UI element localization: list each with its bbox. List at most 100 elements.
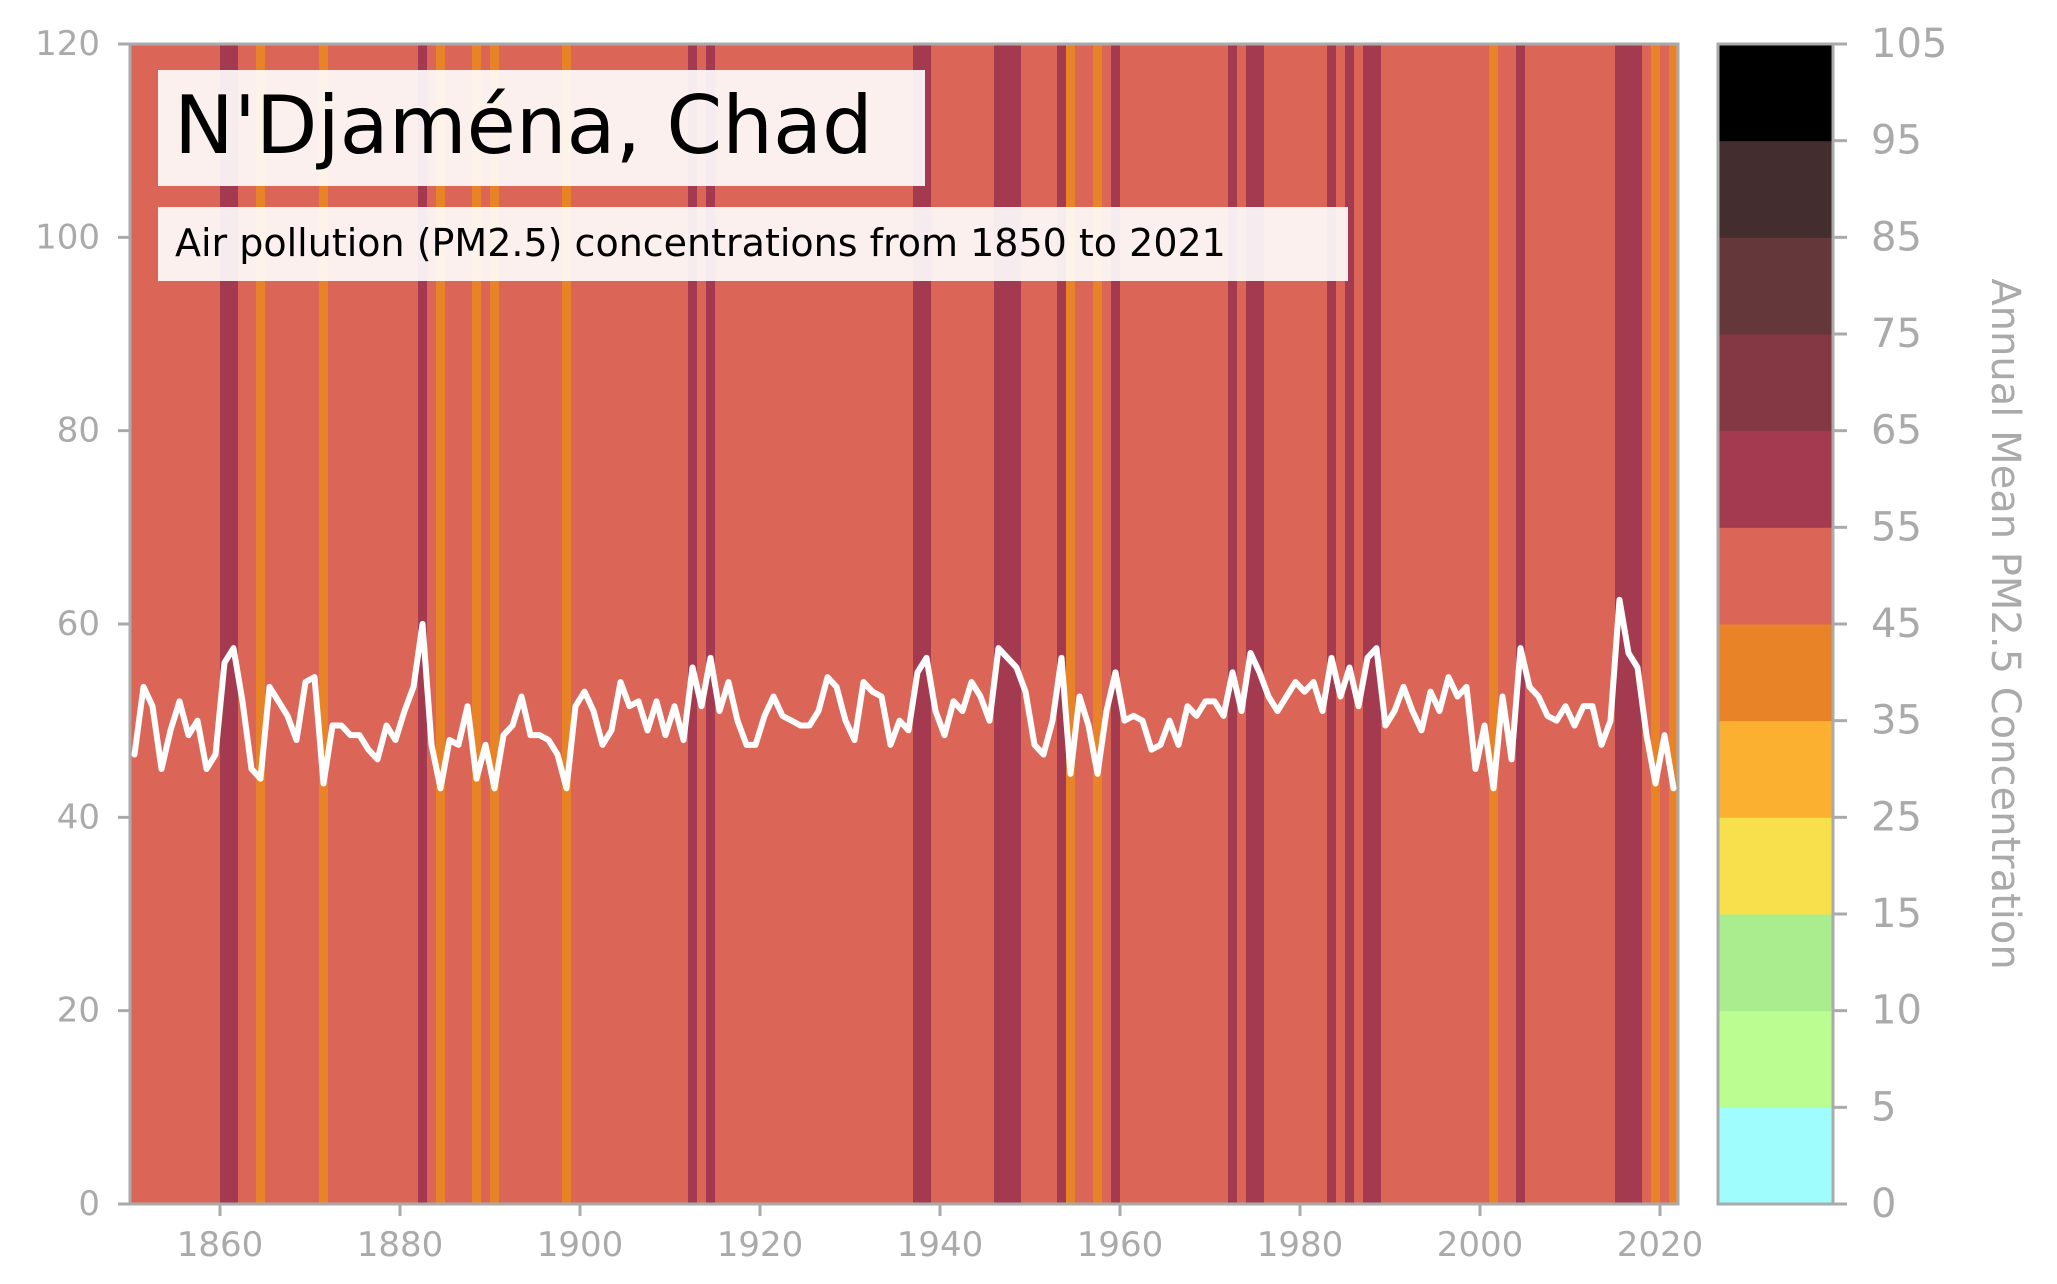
colorbar — [1718, 44, 1833, 1205]
year-stripe — [472, 44, 482, 1204]
year-stripe — [463, 44, 473, 1204]
chart-subtitle: Air pollution (PM2.5) concentrations fro… — [175, 221, 1226, 265]
year-stripe — [985, 44, 995, 1204]
year-stripe — [1462, 44, 1472, 1204]
x-tick-label: 1920 — [717, 1225, 804, 1265]
year-stripe — [1219, 44, 1229, 1204]
year-color-stripes — [130, 44, 1679, 1204]
year-stripe — [1390, 44, 1400, 1204]
year-stripe — [940, 44, 950, 1204]
year-stripe — [1228, 44, 1238, 1204]
year-stripe — [976, 44, 986, 1204]
year-stripe — [607, 44, 617, 1204]
year-stripe — [715, 44, 725, 1204]
year-stripe — [1309, 44, 1319, 1204]
year-stripe — [670, 44, 680, 1204]
year-stripe — [1363, 44, 1373, 1204]
year-stripe — [616, 44, 626, 1204]
year-stripe — [967, 44, 977, 1204]
year-stripe — [733, 44, 743, 1204]
year-stripe — [1012, 44, 1022, 1204]
x-tick-label: 1880 — [357, 1225, 444, 1265]
year-stripe — [598, 44, 608, 1204]
chart-title: N'Djaména, Chad — [174, 79, 873, 172]
year-stripe — [706, 44, 716, 1204]
year-stripe — [1669, 44, 1679, 1204]
series-line — [131, 596, 1677, 792]
year-stripe — [1138, 44, 1148, 1204]
year-stripe — [742, 44, 752, 1204]
colorbar-tick-label: 55 — [1871, 504, 1922, 550]
year-stripe — [1210, 44, 1220, 1204]
year-stripe — [1534, 44, 1544, 1204]
colorbar-bin — [1718, 1107, 1833, 1205]
year-stripe — [805, 44, 815, 1204]
year-stripe — [1570, 44, 1580, 1204]
y-tick-label: 0 — [78, 1184, 100, 1224]
colorbar-bin — [1718, 624, 1833, 722]
year-stripe — [1129, 44, 1139, 1204]
year-stripe — [832, 44, 842, 1204]
year-stripe — [382, 44, 392, 1204]
y-tick-label: 80 — [57, 411, 100, 451]
year-stripe — [436, 44, 446, 1204]
colorbar-tick-label: 25 — [1871, 794, 1922, 840]
year-stripe — [1165, 44, 1175, 1204]
year-stripe — [1381, 44, 1391, 1204]
year-stripe — [157, 44, 167, 1204]
colorbar-bin — [1718, 237, 1833, 335]
colorbar-bin — [1718, 430, 1833, 528]
year-stripe — [922, 44, 932, 1204]
colorbar-bin — [1718, 44, 1833, 142]
x-tick-label: 1940 — [897, 1225, 984, 1265]
colorbar-tick-label: 105 — [1871, 21, 1947, 67]
year-stripe — [1579, 44, 1589, 1204]
year-stripe — [1453, 44, 1463, 1204]
year-stripe — [310, 44, 320, 1204]
year-stripe — [508, 44, 518, 1204]
year-stripe — [751, 44, 761, 1204]
year-stripe — [1291, 44, 1301, 1204]
year-stripe — [679, 44, 689, 1204]
year-stripe — [1651, 44, 1661, 1204]
year-stripe — [823, 44, 833, 1204]
year-stripe — [184, 44, 194, 1204]
year-stripe — [949, 44, 959, 1204]
year-stripe — [1498, 44, 1508, 1204]
year-stripe — [292, 44, 302, 1204]
year-stripe — [562, 44, 572, 1204]
year-stripe — [247, 44, 257, 1204]
year-stripe — [652, 44, 662, 1204]
year-stripe — [202, 44, 212, 1204]
year-stripe — [1552, 44, 1562, 1204]
year-stripe — [661, 44, 671, 1204]
year-stripe — [220, 44, 230, 1204]
year-stripe — [346, 44, 356, 1204]
x-tick-label: 2000 — [1437, 1225, 1524, 1265]
year-stripe — [1633, 44, 1643, 1204]
colorbar-tick-label: 10 — [1871, 988, 1922, 1034]
year-stripe — [877, 44, 887, 1204]
colorbar-bin — [1718, 720, 1833, 818]
year-stripe — [778, 44, 788, 1204]
year-stripe — [868, 44, 878, 1204]
year-stripe — [1642, 44, 1652, 1204]
year-stripe — [1201, 44, 1211, 1204]
year-stripe — [1588, 44, 1598, 1204]
year-stripe — [175, 44, 185, 1204]
title-box: N'Djaména, Chad — [158, 70, 925, 186]
year-stripe — [490, 44, 500, 1204]
year-stripe — [139, 44, 149, 1204]
year-stripe — [274, 44, 284, 1204]
year-stripe — [337, 44, 347, 1204]
year-stripe — [1300, 44, 1310, 1204]
year-stripe — [1336, 44, 1346, 1204]
year-stripe — [400, 44, 410, 1204]
year-stripe — [148, 44, 158, 1204]
year-stripe — [130, 44, 140, 1204]
year-stripe — [229, 44, 239, 1204]
year-stripe — [1480, 44, 1490, 1204]
year-stripe — [886, 44, 896, 1204]
year-stripe — [553, 44, 563, 1204]
